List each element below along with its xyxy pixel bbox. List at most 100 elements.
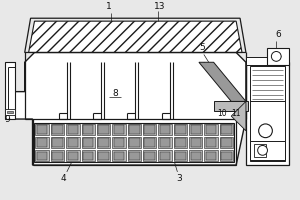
Bar [82, 137, 95, 148]
Bar [114, 125, 124, 134]
Bar [114, 138, 124, 147]
Bar [35, 124, 49, 135]
Bar [206, 152, 216, 160]
Bar [175, 152, 186, 160]
Text: 1: 1 [106, 2, 112, 11]
Bar [97, 150, 110, 161]
Bar [98, 138, 109, 147]
Bar [250, 66, 285, 161]
Bar [35, 137, 49, 148]
Bar [143, 124, 156, 135]
Text: 3: 3 [176, 174, 182, 183]
Bar [221, 152, 232, 160]
Text: 9: 9 [4, 115, 10, 124]
Bar [160, 152, 170, 160]
Text: 11: 11 [231, 109, 241, 118]
Bar [145, 152, 155, 160]
Text: 6: 6 [275, 30, 281, 39]
Bar [220, 150, 233, 161]
Bar [66, 137, 80, 148]
Bar [7, 111, 13, 113]
Bar [52, 125, 63, 134]
Polygon shape [5, 62, 15, 119]
Bar [268, 48, 289, 65]
Bar [97, 137, 110, 148]
Text: 10: 10 [218, 109, 227, 118]
Bar [83, 138, 94, 147]
Bar [189, 137, 202, 148]
Bar [204, 137, 218, 148]
Text: 8: 8 [113, 89, 118, 98]
Bar [214, 101, 248, 111]
Bar [112, 150, 126, 161]
Bar [190, 138, 201, 147]
Bar [206, 125, 216, 134]
Bar [34, 123, 234, 162]
Bar [52, 152, 63, 160]
Bar [221, 138, 232, 147]
Bar [52, 138, 63, 147]
Bar [246, 57, 289, 65]
Bar [160, 125, 170, 134]
Bar [35, 150, 49, 161]
Polygon shape [28, 21, 242, 52]
Bar [143, 150, 156, 161]
Bar [158, 124, 172, 135]
Bar [158, 137, 172, 148]
Bar [128, 150, 141, 161]
Bar [51, 124, 64, 135]
Bar [68, 152, 78, 160]
Bar [246, 62, 289, 165]
Bar [190, 125, 201, 134]
Bar [220, 137, 233, 148]
Bar [189, 150, 202, 161]
Bar [174, 137, 187, 148]
Bar [82, 150, 95, 161]
Bar [143, 137, 156, 148]
Bar [37, 125, 47, 134]
Bar [98, 152, 109, 160]
Polygon shape [15, 52, 246, 165]
Circle shape [272, 51, 281, 61]
Bar [175, 138, 186, 147]
Bar [37, 152, 47, 160]
Bar [51, 150, 64, 161]
Bar [221, 125, 232, 134]
Bar [37, 138, 47, 147]
Bar [254, 144, 266, 157]
Bar [204, 124, 218, 135]
Bar [158, 150, 172, 161]
Polygon shape [199, 62, 246, 101]
Bar [82, 124, 95, 135]
Circle shape [259, 124, 272, 138]
Bar [128, 137, 141, 148]
Bar [129, 125, 140, 134]
Bar [189, 124, 202, 135]
Bar [174, 124, 187, 135]
Bar [128, 124, 141, 135]
Bar [68, 138, 78, 147]
Bar [98, 125, 109, 134]
Bar [83, 125, 94, 134]
Bar [112, 124, 126, 135]
Bar [190, 152, 201, 160]
Bar [114, 152, 124, 160]
Bar [206, 138, 216, 147]
Bar [129, 138, 140, 147]
Bar [204, 150, 218, 161]
Polygon shape [231, 101, 246, 131]
Bar [145, 138, 155, 147]
Bar [97, 124, 110, 135]
Bar [220, 124, 233, 135]
Bar [83, 152, 94, 160]
Bar [5, 109, 15, 115]
Bar [68, 125, 78, 134]
Bar [145, 125, 155, 134]
Bar [250, 141, 285, 160]
Bar [174, 150, 187, 161]
Bar [160, 138, 170, 147]
Bar [175, 125, 186, 134]
Bar [112, 137, 126, 148]
Bar [66, 124, 80, 135]
Bar [66, 150, 80, 161]
